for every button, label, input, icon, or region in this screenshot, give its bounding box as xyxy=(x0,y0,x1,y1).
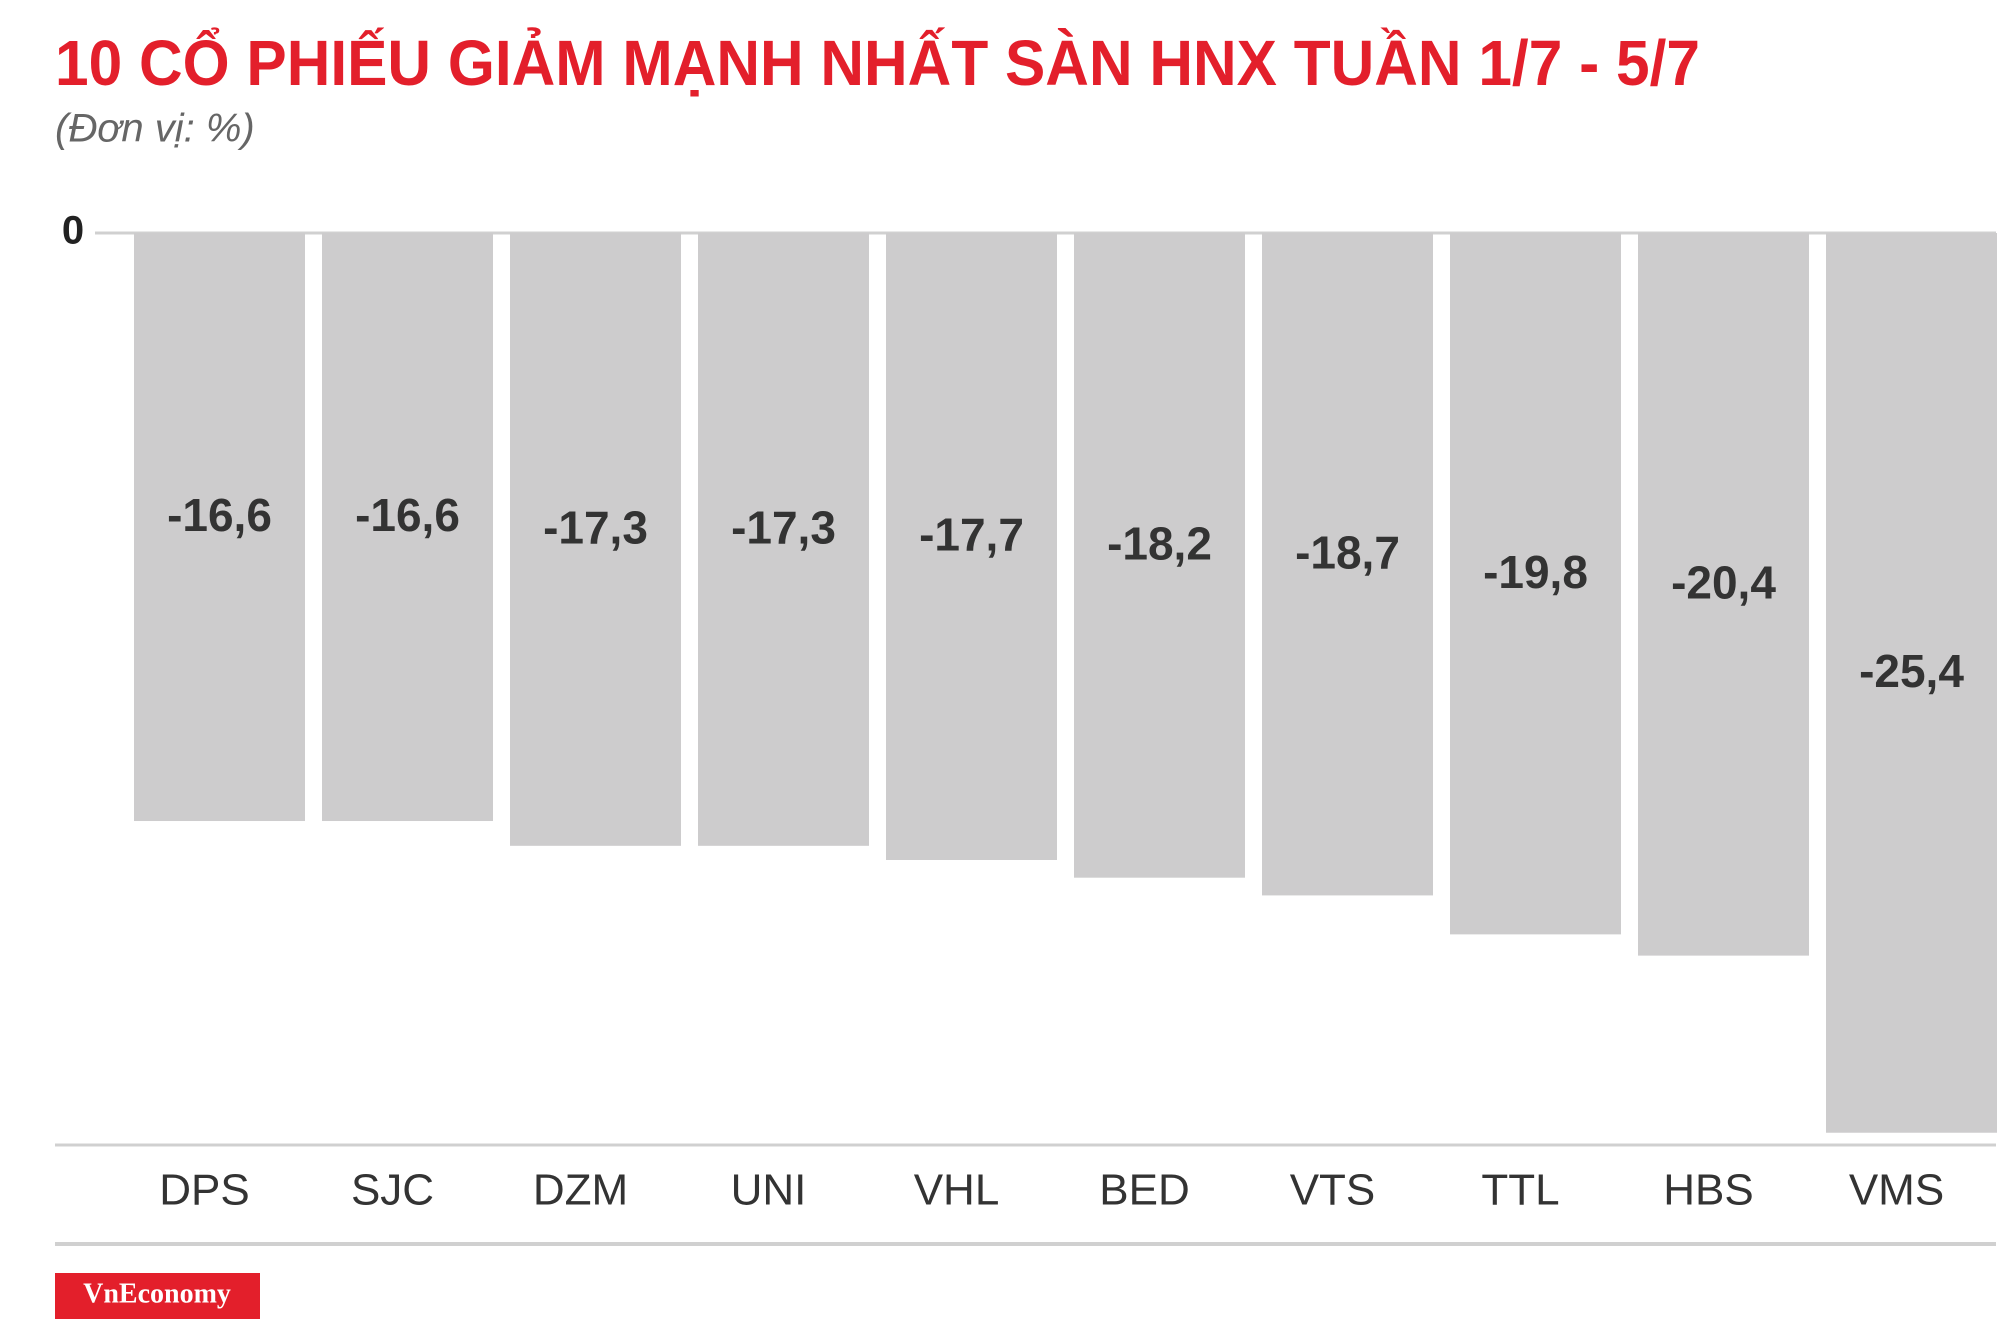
value-label: -20,4 xyxy=(1671,556,1776,608)
bar xyxy=(322,233,493,822)
bar xyxy=(1074,233,1245,878)
bar xyxy=(134,233,305,822)
x-tick-label: BED xyxy=(1099,1166,1189,1215)
bar xyxy=(510,233,681,846)
value-label: -17,3 xyxy=(543,502,648,554)
value-label: -19,8 xyxy=(1483,546,1588,598)
bar xyxy=(698,233,869,846)
x-tick-label: DZM xyxy=(533,1166,628,1215)
chart-title: 10 CỔ PHIẾU GIẢM MẠNH NHẤT SÀN HNX TUẦN … xyxy=(55,26,1700,99)
x-tick-label: VHL xyxy=(914,1166,1000,1215)
x-tick-label: UNI xyxy=(731,1166,807,1215)
x-tick-label: SJC xyxy=(351,1166,434,1215)
x-tick-label: TTL xyxy=(1481,1166,1559,1215)
value-label: -25,4 xyxy=(1859,645,1964,697)
value-label: -18,7 xyxy=(1295,526,1400,578)
value-label: -17,7 xyxy=(919,509,1024,561)
value-label: -16,6 xyxy=(167,489,272,541)
bar xyxy=(1826,233,1997,1133)
bar xyxy=(1638,233,1809,956)
value-label: -16,6 xyxy=(355,489,460,541)
logo-box xyxy=(55,1273,260,1319)
value-label: -18,2 xyxy=(1107,518,1212,570)
x-tick-label: VTS xyxy=(1290,1166,1376,1215)
logo: VnEconomy xyxy=(83,1278,231,1309)
bar xyxy=(1450,233,1621,935)
x-tick-label: VMS xyxy=(1849,1166,1944,1215)
x-tick-label: HBS xyxy=(1663,1166,1753,1215)
value-label: -17,3 xyxy=(731,502,836,554)
bar xyxy=(886,233,1057,860)
chart-subtitle: (Đơn vị: %) xyxy=(55,107,255,151)
bar xyxy=(1262,233,1433,896)
x-tick-label: DPS xyxy=(159,1166,249,1215)
y-tick-label: 0 xyxy=(62,209,84,253)
